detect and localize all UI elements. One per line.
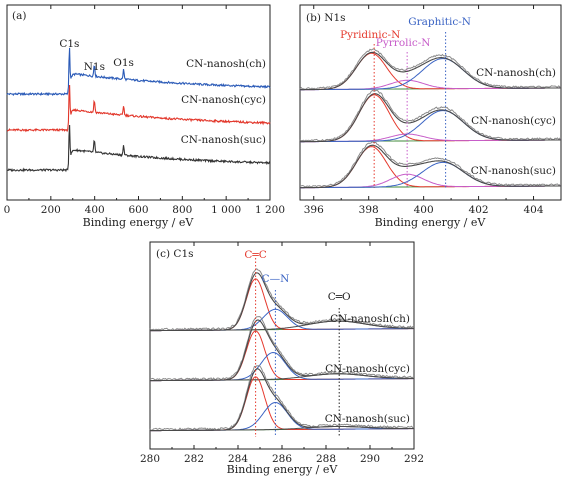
series-label: CN-nanosh(cyc) xyxy=(325,363,410,375)
fit-envelope-line xyxy=(300,51,561,91)
series-label: CN-nanosh(cyc) xyxy=(471,115,556,127)
x-tick-label: 1 000 xyxy=(211,204,241,216)
raw-spectrum-line xyxy=(149,365,415,431)
panel-a-xlabel: Binding energy / eV xyxy=(83,216,195,229)
panel-a-survey: 0 200 400 600 800 1 000 1 200 CN-nanosh(ch) CN-… xyxy=(4,4,285,229)
x-tick-label: 400 xyxy=(85,204,105,216)
x-tick-label: 290 xyxy=(360,453,380,465)
panel-c-label: (c) C1s xyxy=(156,248,194,260)
x-tick-label: 400 xyxy=(414,204,434,216)
x-tick-label: 398 xyxy=(359,204,379,216)
annotation-label: C—N xyxy=(262,273,290,285)
annotation-label: Pyridinic-N xyxy=(340,29,400,41)
survey-series-line xyxy=(7,84,271,133)
x-tick-label: 0 xyxy=(4,204,11,216)
x-tick-label: 800 xyxy=(172,204,192,216)
panel-b-label: (b) N1s xyxy=(306,12,346,24)
x-tick-label: 404 xyxy=(524,204,544,216)
x-tick-label: 600 xyxy=(128,204,148,216)
x-tick-label: 292 xyxy=(404,453,424,465)
peak-label: C1s xyxy=(59,38,79,50)
fit-envelope-line xyxy=(150,272,414,332)
series-label: CN-nanosh(ch) xyxy=(476,67,556,79)
fit-envelope-line xyxy=(300,93,561,143)
panel-a-label: (a) xyxy=(12,10,26,22)
x-tick-label: 280 xyxy=(140,453,160,465)
annotation-label: Pyrrolic-N xyxy=(376,37,431,49)
raw-spectrum-line xyxy=(299,89,562,142)
x-tick-label: 282 xyxy=(184,453,204,465)
series-label: CN-nanosh(cyc) xyxy=(181,94,266,106)
x-tick-label: 396 xyxy=(304,204,324,216)
peak-label: O1s xyxy=(113,57,134,69)
fit-envelope-line xyxy=(300,144,561,189)
raw-spectrum-line xyxy=(299,48,562,90)
x-tick-label: 286 xyxy=(272,453,292,465)
x-tick-label: 284 xyxy=(228,453,248,465)
raw-spectrum-line xyxy=(149,268,415,331)
panel-b-n1s: 396 398 400 402 404 CN-nanosh(ch) CN-nanosh(c… xyxy=(299,4,562,229)
survey-series-line xyxy=(6,47,271,97)
peak-label: N1s xyxy=(84,61,105,73)
x-tick-label: 1 200 xyxy=(255,204,285,216)
series-label: CN-nanosh(suc) xyxy=(325,413,410,425)
annotation-label: C═C xyxy=(244,249,266,261)
series-label: CN-nanosh(suc) xyxy=(181,134,266,146)
series-label: CN-nanosh(suc) xyxy=(471,165,556,177)
panel-c-xlabel: Binding energy / eV xyxy=(227,463,339,476)
x-tick-label: 288 xyxy=(316,453,336,465)
fit-envelope-line xyxy=(150,319,415,382)
panel-c-c1s: 280 282 284 286 288 290 292 CN-nanosh(ch) CN-na… xyxy=(140,241,424,476)
panel-b-xlabel: Binding energy / eV xyxy=(375,216,487,229)
series-label: CN-nanosh(ch) xyxy=(330,313,410,325)
x-tick-label: 402 xyxy=(469,204,489,216)
annotation-label: C═O xyxy=(328,291,351,303)
survey-series-line xyxy=(6,124,271,173)
annotation-label: Graphitic-N xyxy=(408,16,471,28)
series-label: CN-nanosh(ch) xyxy=(186,58,266,70)
fit-envelope-line xyxy=(150,368,414,432)
raw-spectrum-line xyxy=(149,315,415,381)
x-tick-label: 200 xyxy=(41,204,61,216)
raw-spectrum-line xyxy=(299,140,562,188)
